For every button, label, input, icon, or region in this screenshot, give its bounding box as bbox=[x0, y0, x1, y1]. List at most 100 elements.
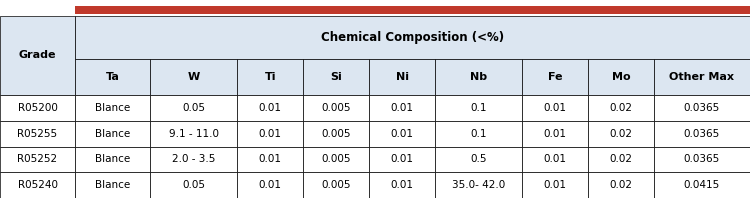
Bar bbox=[303, 59, 369, 95]
Text: Ti: Ti bbox=[265, 72, 276, 82]
Text: R05252: R05252 bbox=[17, 154, 58, 164]
Text: 0.01: 0.01 bbox=[391, 129, 413, 139]
Bar bbox=[150, 95, 237, 121]
Bar bbox=[303, 95, 369, 121]
Text: 0.1: 0.1 bbox=[470, 129, 487, 139]
Text: 0.0415: 0.0415 bbox=[684, 180, 720, 190]
Text: 0.0365: 0.0365 bbox=[684, 129, 720, 139]
Bar bbox=[237, 147, 303, 172]
Text: 0.1: 0.1 bbox=[470, 103, 487, 113]
Text: 0.01: 0.01 bbox=[259, 180, 282, 190]
Bar bbox=[75, 6, 750, 14]
Bar bbox=[435, 172, 522, 198]
Bar bbox=[0, 172, 75, 198]
Bar bbox=[654, 147, 750, 172]
Bar bbox=[588, 172, 654, 198]
Bar bbox=[0, 16, 75, 95]
Text: 0.02: 0.02 bbox=[610, 129, 632, 139]
Bar bbox=[75, 16, 750, 59]
Bar bbox=[0, 95, 75, 121]
Bar bbox=[237, 121, 303, 147]
Bar bbox=[435, 95, 522, 121]
Text: 0.01: 0.01 bbox=[259, 129, 282, 139]
Bar bbox=[522, 95, 588, 121]
Bar bbox=[303, 121, 369, 147]
Bar bbox=[303, 172, 369, 198]
Text: 0.005: 0.005 bbox=[321, 154, 351, 164]
Bar bbox=[654, 59, 750, 95]
Text: Ta: Ta bbox=[106, 72, 119, 82]
Bar bbox=[522, 147, 588, 172]
Bar bbox=[75, 172, 150, 198]
Text: Blance: Blance bbox=[95, 129, 130, 139]
Bar bbox=[75, 147, 150, 172]
Text: Grade: Grade bbox=[19, 50, 56, 60]
Text: 0.01: 0.01 bbox=[259, 154, 282, 164]
Bar bbox=[369, 147, 435, 172]
Text: 0.01: 0.01 bbox=[391, 180, 413, 190]
Text: Nb: Nb bbox=[470, 72, 487, 82]
Bar bbox=[435, 147, 522, 172]
Bar bbox=[588, 121, 654, 147]
Bar bbox=[522, 59, 588, 95]
Bar bbox=[75, 121, 150, 147]
Bar bbox=[303, 147, 369, 172]
Text: 0.05: 0.05 bbox=[182, 103, 206, 113]
Text: 9.1 - 11.0: 9.1 - 11.0 bbox=[169, 129, 219, 139]
Text: Ni: Ni bbox=[395, 72, 409, 82]
Bar bbox=[588, 59, 654, 95]
Text: 0.01: 0.01 bbox=[544, 180, 566, 190]
Text: 0.01: 0.01 bbox=[544, 154, 566, 164]
Text: 0.005: 0.005 bbox=[321, 180, 351, 190]
Text: 0.02: 0.02 bbox=[610, 180, 632, 190]
Text: R05255: R05255 bbox=[17, 129, 58, 139]
Text: 0.0365: 0.0365 bbox=[684, 154, 720, 164]
Bar bbox=[522, 172, 588, 198]
Text: Mo: Mo bbox=[611, 72, 630, 82]
Bar bbox=[150, 59, 237, 95]
Text: 0.01: 0.01 bbox=[259, 103, 282, 113]
Text: 0.0365: 0.0365 bbox=[684, 103, 720, 113]
Bar bbox=[0, 147, 75, 172]
Text: 0.01: 0.01 bbox=[544, 129, 566, 139]
Text: Blance: Blance bbox=[95, 154, 130, 164]
Text: 0.005: 0.005 bbox=[321, 129, 351, 139]
Text: 0.05: 0.05 bbox=[182, 180, 206, 190]
Bar bbox=[0, 121, 75, 147]
Bar bbox=[150, 147, 237, 172]
Text: Other Max: Other Max bbox=[670, 72, 734, 82]
Text: 0.02: 0.02 bbox=[610, 103, 632, 113]
Bar bbox=[237, 95, 303, 121]
Text: Si: Si bbox=[330, 72, 342, 82]
Text: Blance: Blance bbox=[95, 103, 130, 113]
Text: R05240: R05240 bbox=[17, 180, 58, 190]
Bar bbox=[588, 147, 654, 172]
Text: 0.02: 0.02 bbox=[610, 154, 632, 164]
Bar bbox=[435, 59, 522, 95]
Text: Blance: Blance bbox=[95, 180, 130, 190]
Text: Chemical Composition (<%): Chemical Composition (<%) bbox=[321, 31, 504, 44]
Bar bbox=[588, 95, 654, 121]
Bar bbox=[435, 121, 522, 147]
Bar bbox=[75, 59, 150, 95]
Bar bbox=[654, 121, 750, 147]
Bar bbox=[75, 95, 150, 121]
Text: 0.01: 0.01 bbox=[391, 154, 413, 164]
Bar bbox=[369, 59, 435, 95]
Text: R05200: R05200 bbox=[17, 103, 58, 113]
Text: 2.0 - 3.5: 2.0 - 3.5 bbox=[172, 154, 215, 164]
Text: 0.5: 0.5 bbox=[470, 154, 487, 164]
Text: 0.01: 0.01 bbox=[391, 103, 413, 113]
Bar bbox=[369, 172, 435, 198]
Text: W: W bbox=[188, 72, 200, 82]
Text: 0.01: 0.01 bbox=[544, 103, 566, 113]
Bar bbox=[522, 121, 588, 147]
Bar bbox=[150, 121, 237, 147]
Bar bbox=[654, 172, 750, 198]
Bar bbox=[237, 172, 303, 198]
Bar bbox=[150, 172, 237, 198]
Bar bbox=[237, 59, 303, 95]
Text: 35.0- 42.0: 35.0- 42.0 bbox=[452, 180, 505, 190]
Text: Fe: Fe bbox=[548, 72, 562, 82]
Text: 0.005: 0.005 bbox=[321, 103, 351, 113]
